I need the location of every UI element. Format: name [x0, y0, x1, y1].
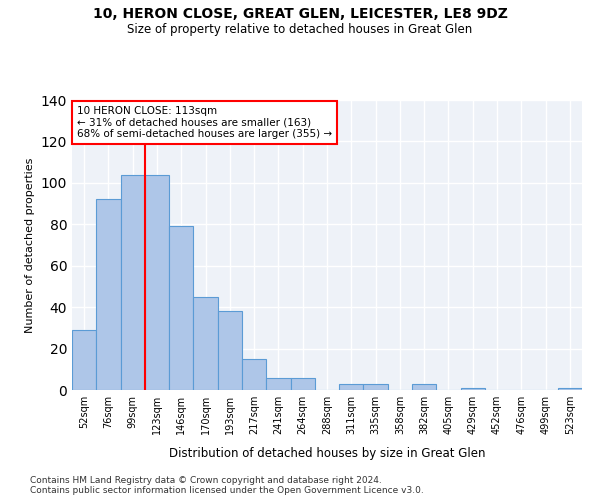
Bar [193, 297, 218, 390]
Bar [290, 378, 315, 390]
Bar [145, 174, 169, 390]
Y-axis label: Number of detached properties: Number of detached properties [25, 158, 35, 332]
Bar [72, 330, 96, 390]
Text: 10 HERON CLOSE: 113sqm
← 31% of detached houses are smaller (163)
68% of semi-de: 10 HERON CLOSE: 113sqm ← 31% of detached… [77, 106, 332, 139]
Bar [218, 312, 242, 390]
Bar [266, 378, 290, 390]
Bar [339, 384, 364, 390]
Text: Contains HM Land Registry data © Crown copyright and database right 2024.
Contai: Contains HM Land Registry data © Crown c… [30, 476, 424, 495]
Bar [121, 174, 145, 390]
Bar [242, 359, 266, 390]
Bar [96, 200, 121, 390]
Text: 10, HERON CLOSE, GREAT GLEN, LEICESTER, LE8 9DZ: 10, HERON CLOSE, GREAT GLEN, LEICESTER, … [92, 8, 508, 22]
Text: Distribution of detached houses by size in Great Glen: Distribution of detached houses by size … [169, 448, 485, 460]
Bar [169, 226, 193, 390]
Bar [558, 388, 582, 390]
Text: Size of property relative to detached houses in Great Glen: Size of property relative to detached ho… [127, 22, 473, 36]
Bar [461, 388, 485, 390]
Bar [412, 384, 436, 390]
Bar [364, 384, 388, 390]
